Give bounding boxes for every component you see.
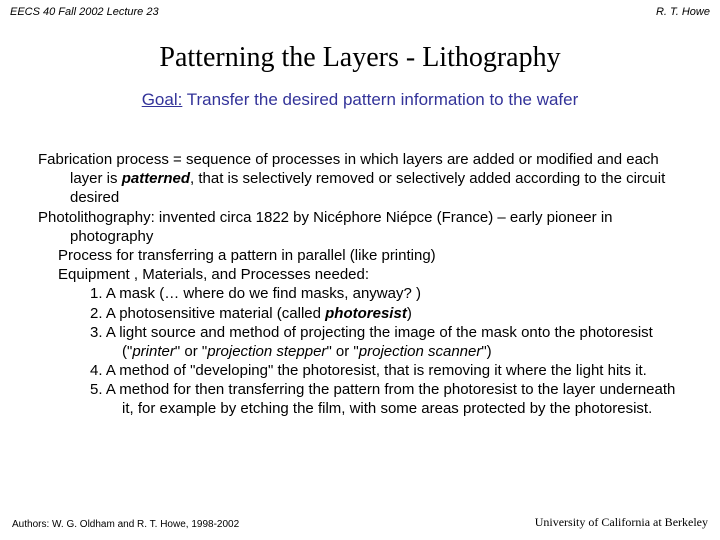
header-right: R. T. Howe: [656, 6, 710, 18]
item-2-photoresist: 2. A photosensitive material (called pho…: [38, 304, 690, 323]
body-text: Fabrication process = sequence of proces…: [38, 150, 690, 419]
text-span: "): [481, 343, 491, 360]
text-span: " or ": [326, 343, 358, 360]
em-scanner: projection scanner: [359, 343, 482, 360]
em-patterned: patterned: [122, 170, 190, 187]
item-3-lightsource: 3. A light source and method of projecti…: [38, 323, 690, 361]
text-span: 2. A photosensitive material (called: [90, 305, 325, 322]
para-photolithography: Photolithography: invented circa 1822 by…: [38, 208, 690, 246]
para-process: Process for transferring a pattern in pa…: [38, 246, 690, 265]
para-equipment-heading: Equipment , Materials, and Processes nee…: [38, 265, 690, 284]
goal-label: Goal:: [142, 90, 183, 109]
item-4-developing: 4. A method of "developing" the photores…: [38, 361, 690, 380]
page-title: Patterning the Layers - Lithography: [0, 42, 720, 74]
text-span: " or ": [175, 343, 207, 360]
footer-right: University of California at Berkeley: [535, 515, 708, 530]
em-photoresist: photoresist: [325, 305, 407, 322]
para-fabrication: Fabrication process = sequence of proces…: [38, 150, 690, 208]
footer-left: Authors: W. G. Oldham and R. T. Howe, 19…: [12, 519, 239, 530]
em-printer: printer: [132, 343, 175, 360]
item-5-transfer: 5. A method for then transferring the pa…: [38, 380, 690, 418]
slide: EECS 40 Fall 2002 Lecture 23 R. T. Howe …: [0, 0, 720, 540]
goal-line: Goal: Transfer the desired pattern infor…: [0, 90, 720, 110]
goal-text: Transfer the desired pattern information…: [182, 90, 578, 109]
item-1-mask: 1. A mask (… where do we find masks, any…: [38, 284, 690, 303]
em-stepper: projection stepper: [207, 343, 326, 360]
text-span: ): [407, 305, 412, 322]
header-left: EECS 40 Fall 2002 Lecture 23: [10, 6, 159, 18]
